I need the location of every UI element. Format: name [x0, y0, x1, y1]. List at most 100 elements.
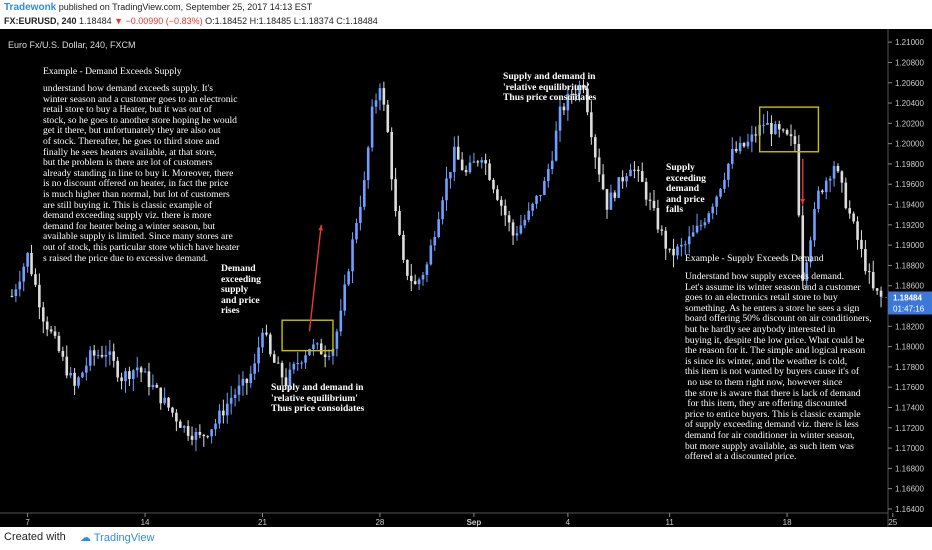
candle-body [175, 412, 178, 422]
candle-body [511, 222, 515, 236]
candle-body [65, 356, 69, 376]
candle-body [269, 334, 272, 355]
candle-body [844, 182, 848, 209]
candle-body [691, 232, 695, 237]
candle-body [182, 426, 186, 428]
candle-body [120, 377, 123, 382]
last-price-tag [888, 291, 932, 315]
candle-body [864, 248, 867, 272]
created-with-text: Created with [4, 531, 66, 543]
candle-body [605, 189, 609, 210]
candle-body [785, 130, 789, 135]
candle-body [535, 195, 538, 204]
candle-body [527, 210, 531, 220]
candle-body [472, 161, 476, 163]
candle-body [351, 239, 354, 272]
symbol-line: Euro Fx/U.S. Dollar, 240, FXCM [8, 40, 136, 50]
time-tick-label: 25 [888, 518, 897, 527]
supply-example-title: Example - Supply Exceeds Demand [685, 253, 824, 264]
candle-body [132, 370, 135, 379]
change-value: ▼ −0.00990 (−0.83%) [114, 16, 203, 26]
author-name[interactable]: Tradewonk [4, 2, 57, 13]
candle-body [57, 335, 61, 352]
tradingview-logo[interactable]: ☁ TradingView [80, 532, 155, 544]
candle-body [492, 179, 495, 190]
candle-body [116, 360, 119, 378]
candle-body [241, 378, 245, 386]
candle-body [480, 160, 484, 163]
candle-body [100, 354, 104, 357]
candle-body [648, 199, 652, 201]
price-tick-label: 1.17400 [895, 403, 924, 412]
candle-body [832, 165, 836, 179]
candle-body [198, 432, 202, 435]
candle-body [347, 271, 350, 285]
last-price-value: 1.18484 [893, 293, 922, 302]
candle-body [840, 171, 844, 183]
candle-body [817, 190, 820, 209]
time-tick-label: 7 [25, 518, 30, 527]
candle-body [821, 190, 824, 193]
trend-arrow-1 [308, 224, 322, 332]
candle-body [362, 180, 366, 207]
candle-body [390, 131, 393, 180]
symbol-name: FX:EURUSD, 240 [4, 16, 77, 26]
candle-body [222, 410, 225, 416]
candle-body [519, 225, 523, 234]
candle-body [574, 94, 577, 96]
candle-body [155, 384, 159, 388]
candle-body [413, 281, 417, 285]
candle-body [453, 146, 456, 173]
candle-body [699, 225, 703, 227]
candle-body [96, 354, 100, 356]
price-tick-label: 1.18800 [895, 261, 924, 270]
price-tick-label: 1.17600 [895, 383, 924, 392]
candle-body [852, 213, 855, 222]
candle-body [734, 148, 738, 152]
candle-body [754, 134, 758, 136]
candle-body [750, 134, 754, 142]
candle-body [386, 104, 390, 132]
candle-body [856, 221, 859, 240]
candle-body [445, 178, 448, 201]
trend-arrow-head-1 [318, 224, 323, 231]
candle-body [339, 310, 343, 332]
candle-body [629, 169, 632, 177]
equilibrium-box-2 [758, 106, 820, 153]
candle-body [707, 213, 711, 223]
price-chart[interactable]: 1.21000 1.20800 1.20600 1.20400 1.20200 1.200… [0, 29, 932, 527]
candle-body [92, 350, 96, 356]
candle-body [449, 172, 452, 179]
candle-body [253, 363, 256, 374]
last-value: 1.18484 [79, 16, 112, 26]
candle-body [848, 208, 852, 214]
demand-rises-label: Demand exceeding supply and price rises [221, 263, 261, 317]
candle-body [617, 177, 621, 198]
equilibrium-box-1 [281, 319, 334, 352]
price-tick-label: 1.18000 [895, 343, 924, 352]
candle-body [85, 365, 88, 373]
candle-body [703, 222, 707, 226]
candle-body [77, 377, 80, 386]
chart-header: Tradewonk published on TradingView.com, … [0, 0, 932, 29]
candle-body [566, 93, 570, 111]
candle-body [464, 170, 468, 173]
candle-body [680, 244, 683, 247]
candle-body [359, 206, 362, 223]
candle-body [456, 146, 460, 160]
candle-body [723, 179, 726, 189]
candle-body [656, 208, 660, 230]
candle-body [727, 163, 730, 180]
candle-body [225, 403, 229, 416]
candle-body [770, 122, 773, 135]
ohlc-close: C:1.18484 [336, 16, 378, 26]
candle-body [824, 180, 828, 193]
candle-body [280, 362, 284, 378]
supply-falls-label: Supply exceeding demand and price falls [666, 162, 706, 216]
time-tick-label: 4 [566, 518, 571, 527]
candle-body [742, 142, 746, 147]
candle-body [194, 432, 198, 440]
time-tick-label: 28 [375, 518, 384, 527]
candle-body [429, 245, 433, 265]
candle-body [523, 219, 527, 226]
